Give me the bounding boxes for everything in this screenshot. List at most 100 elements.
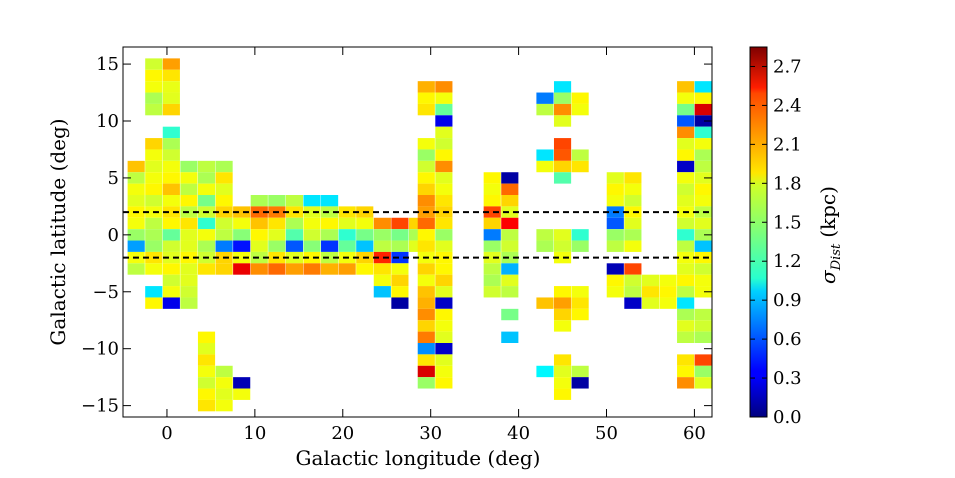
colorbar-tick-label: 2.7	[773, 56, 802, 77]
heatmap-cell	[553, 115, 572, 127]
heatmap-cell	[501, 263, 519, 275]
heatmap-cell	[215, 399, 233, 412]
heatmap-cell	[677, 240, 695, 252]
heatmap-cell	[659, 286, 677, 298]
heatmap-cell	[162, 217, 180, 230]
heatmap-cell	[417, 81, 435, 93]
heatmap-cell	[321, 217, 339, 230]
heatmap-cell	[571, 308, 589, 321]
heatmap-cell	[553, 229, 572, 241]
heatmap-cell	[435, 320, 453, 332]
heatmap-cell	[694, 286, 712, 298]
heatmap-cell	[145, 103, 163, 116]
heatmap-cell	[417, 183, 435, 195]
heatmap-cell	[624, 229, 642, 241]
heatmap-cell	[435, 343, 453, 355]
heatmap-cell	[417, 138, 435, 150]
x-tick-label: 20	[331, 423, 354, 444]
heatmap-cell	[677, 81, 695, 93]
x-tick-label: 40	[507, 423, 530, 444]
heatmap-cell	[553, 286, 572, 298]
heatmap-cell	[694, 365, 712, 378]
heatmap-cell	[677, 217, 695, 230]
heatmap-cell	[677, 354, 695, 366]
heatmap-cell	[501, 229, 519, 241]
heatmap-cell	[677, 229, 695, 241]
heatmap-cell	[233, 251, 251, 264]
heatmap-cell	[391, 251, 409, 264]
heatmap-cell	[250, 251, 268, 264]
heatmap-cell	[180, 286, 198, 298]
colorbar-tick-label: 1.2	[773, 251, 802, 272]
heatmap-cell	[483, 286, 501, 298]
heatmap-cell	[408, 240, 427, 252]
heatmap-cell	[356, 240, 374, 252]
heatmap-cell	[197, 263, 216, 275]
heatmap-cell	[571, 149, 589, 161]
heatmap-cell	[435, 229, 453, 241]
heatmap-cell	[417, 240, 435, 252]
axis-ticks: 0 10 20 30 40 50 60 −15 −10 −5 0 5 10 15	[81, 47, 712, 444]
colorbar-tick-label: 0.3	[773, 368, 802, 389]
heatmap-cell	[162, 69, 180, 82]
heatmap-cell	[180, 217, 198, 230]
heatmap-cell	[127, 240, 145, 252]
heatmap-cell	[127, 217, 145, 230]
heatmap-cell	[536, 92, 554, 104]
heatmap-cell	[553, 81, 572, 93]
heatmap-cell	[215, 160, 233, 173]
heatmap-cell	[180, 229, 198, 241]
heatmap-cell	[694, 229, 712, 241]
colorbar-tick-label: 2.1	[773, 134, 802, 155]
heatmap-cell	[435, 138, 453, 150]
plot-frame	[122, 46, 713, 418]
heatmap-cell	[659, 297, 677, 309]
heatmap-cell	[303, 240, 321, 252]
heatmap-cell	[694, 138, 712, 150]
heatmap-cell	[162, 103, 180, 116]
heatmap-cell	[536, 297, 554, 309]
heatmap-cell	[571, 240, 589, 252]
heatmap-cell	[606, 263, 624, 275]
heatmap-cell	[694, 354, 712, 366]
heatmap-cell	[162, 195, 180, 207]
heatmap-cell	[417, 160, 435, 173]
heatmap-cell	[417, 377, 435, 389]
heatmap-cell	[571, 229, 589, 241]
heatmap-cell	[180, 172, 198, 184]
heatmap-cell	[215, 195, 233, 207]
heatmap-cell	[373, 240, 391, 252]
heatmap-cell	[127, 229, 145, 241]
heatmap-cell	[553, 103, 572, 116]
heatmap-cell	[145, 240, 163, 252]
heatmap-cell	[145, 263, 163, 275]
heatmap-cell	[435, 115, 453, 127]
heatmap-cell	[162, 206, 180, 218]
heatmap-cell	[145, 229, 163, 241]
heatmap-cell	[677, 126, 695, 139]
heatmap-cell	[571, 103, 589, 116]
heatmap-cell	[215, 229, 233, 241]
heatmap-cell	[145, 217, 163, 230]
heatmap-cell	[338, 217, 356, 230]
heatmap-cell	[435, 149, 453, 161]
heatmap-cell	[501, 183, 519, 195]
heatmap-cell	[127, 263, 145, 275]
heatmap-cell	[694, 149, 712, 161]
heatmap-cell	[606, 172, 624, 184]
heatmap-cell	[553, 240, 572, 252]
heatmap-cell	[268, 229, 286, 241]
heatmap-cell	[162, 240, 180, 252]
heatmap-cell	[197, 195, 216, 207]
heatmap-cell	[694, 81, 712, 93]
heatmap-cell	[536, 160, 554, 173]
colorbar-ticks: 0.0 0.3 0.6 0.9 1.2 1.5 1.8 2.1 2.4 2.7	[750, 56, 802, 428]
svg-text:σDist(kpc): σDist (kpc)	[816, 186, 844, 284]
colorbar-tick-label: 0.6	[773, 329, 802, 350]
heatmap-cell	[338, 263, 356, 275]
heatmap-cell	[268, 263, 286, 275]
heatmap-cell	[694, 240, 712, 252]
heatmap-cell	[145, 81, 163, 93]
heatmap-cell	[435, 92, 453, 104]
